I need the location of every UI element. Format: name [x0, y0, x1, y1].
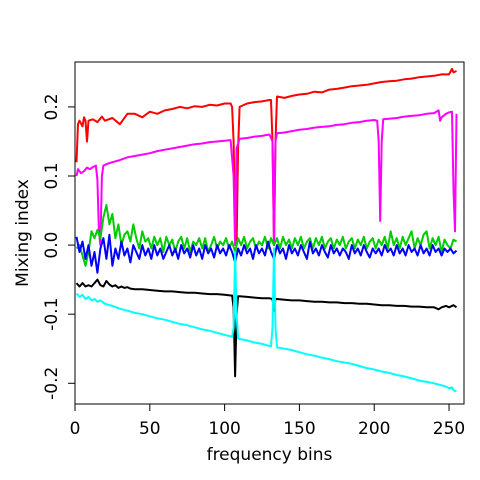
y-axis: -0.2 -0.1 0.0 0.1 0.2 [42, 93, 75, 400]
series-line-1 [75, 67, 457, 247]
x-tick-label: 250 [433, 419, 465, 439]
y-tick-label: 0.0 [42, 232, 62, 259]
x-tick-label: 50 [139, 419, 161, 439]
plot-frame [74, 61, 465, 405]
series-layer [75, 67, 458, 393]
x-axis: 0 50 100 150 200 250 [70, 404, 465, 439]
y-tick-label: 0.2 [42, 93, 62, 120]
series-line-6 [75, 247, 457, 393]
x-axis-title: frequency bins [207, 445, 333, 465]
y-axis-title: Mixing index [13, 179, 33, 287]
x-tick-label: 150 [283, 419, 315, 439]
x-tick-label: 100 [208, 419, 240, 439]
y-tick-label: 0.1 [42, 162, 62, 189]
y-tick-label: -0.2 [42, 367, 62, 400]
x-tick-label: 0 [70, 419, 81, 439]
series-line-4 [75, 233, 458, 274]
series-line-3 [75, 204, 458, 267]
y-tick-label: -0.1 [42, 298, 62, 331]
series-line-2 [75, 109, 458, 247]
x-tick-label: 200 [358, 419, 390, 439]
